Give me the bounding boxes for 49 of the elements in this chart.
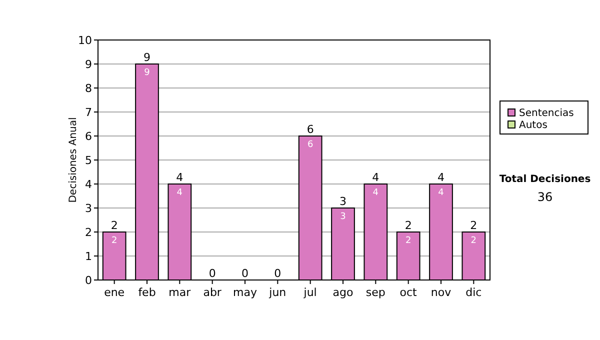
total-label: 3 xyxy=(340,195,346,208)
data-label: 6 xyxy=(307,140,314,150)
y-tick-label: 10 xyxy=(78,34,92,47)
y-tick-label: 2 xyxy=(85,226,92,239)
y-tick-label: 9 xyxy=(85,58,92,71)
total-label: 2 xyxy=(404,219,412,232)
x-tick-label: feb xyxy=(138,286,156,299)
total-label: 0 xyxy=(242,267,248,280)
data-label: 4 xyxy=(176,188,183,198)
total-label: 4 xyxy=(372,171,380,184)
data-label: 9 xyxy=(144,68,150,78)
text: 36 xyxy=(537,190,553,204)
x-tick-label: dic xyxy=(466,286,482,299)
legend-label: Sentencias xyxy=(519,108,574,119)
data-label: 4 xyxy=(372,188,379,198)
y-axis-title: Decisiones Anual xyxy=(68,117,79,203)
x-tick-label: jul xyxy=(302,286,317,299)
data-label: 4 xyxy=(438,188,444,198)
y-tick-label: 7 xyxy=(85,106,92,119)
data-label: 3 xyxy=(340,212,346,222)
total-label: 0 xyxy=(274,267,282,280)
total-label: 0 xyxy=(208,267,216,280)
data-label: 2 xyxy=(470,236,477,246)
total-label: 9 xyxy=(144,51,150,64)
text: Total Decisiones xyxy=(499,174,591,185)
total-label: 2 xyxy=(470,219,478,232)
total-label: 6 xyxy=(306,123,314,136)
x-tick-label: may xyxy=(233,286,258,299)
y-tick-label: 1 xyxy=(85,250,92,263)
total-label: 4 xyxy=(176,171,184,184)
total-label: 4 xyxy=(438,171,444,184)
total-label: 2 xyxy=(110,219,118,232)
x-tick-label: mar xyxy=(168,286,192,299)
legend-label: Autos xyxy=(519,120,548,131)
y-tick-label: 3 xyxy=(85,202,92,215)
x-tick-label: ene xyxy=(104,286,125,299)
data-label: 2 xyxy=(405,236,412,246)
y-tick-label: 4 xyxy=(85,178,92,191)
x-tick-label: nov xyxy=(430,286,452,299)
data-label: 2 xyxy=(111,236,118,246)
x-tick-label: abr xyxy=(203,286,222,299)
x-tick-label: sep xyxy=(366,286,386,299)
x-tick-label: ago xyxy=(332,286,354,299)
x-tick-label: jun xyxy=(268,286,286,299)
y-tick-label: 5 xyxy=(85,154,92,167)
y-tick-label: 6 xyxy=(85,130,92,143)
x-tick-label: oct xyxy=(400,286,418,299)
y-tick-label: 8 xyxy=(85,82,92,95)
y-tick-label: 0 xyxy=(85,274,92,287)
